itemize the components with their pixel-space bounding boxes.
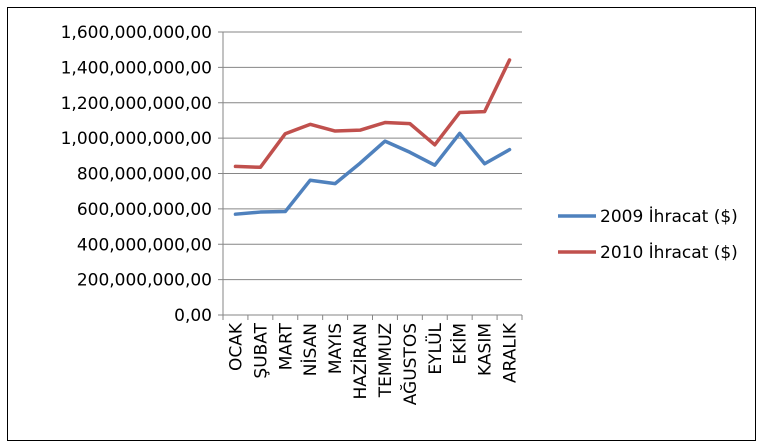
y-tick-label: 400,000,000,00	[77, 235, 212, 255]
series-line-2	[233, 58, 512, 170]
y-tick-label: 1,200,000,000,00	[61, 94, 212, 114]
axes	[218, 31, 523, 320]
x-tick-label: AĞUSTOS	[399, 323, 421, 405]
legend-label-2: 2010 İhracat ($)	[600, 242, 738, 263]
x-tick-label: KASIM	[476, 323, 496, 376]
y-tick-label: 1,000,000,000,00	[61, 129, 212, 149]
series-lines	[233, 58, 512, 216]
legend-label-1: 2009 İhracat ($)	[600, 206, 738, 227]
x-tick-label: TEMMUZ	[376, 323, 396, 398]
y-tick-label: 800,000,000,00	[77, 165, 212, 185]
x-tick-label: EKİM	[450, 323, 471, 365]
y-tick-label: 1,600,000,000,00	[61, 23, 212, 43]
y-tick-label: 0,00	[174, 306, 212, 326]
y-tick-label: 1,400,000,000,00	[61, 58, 212, 78]
x-tick-label: NİSAN	[300, 323, 321, 376]
x-tick-label: ŞUBAT	[251, 322, 271, 378]
x-tick-labels: OCAK ŞUBAT MART NİSAN MAYIS HAZİRAN TEMMUZ AĞUS…	[226, 322, 520, 405]
gridlines	[223, 31, 522, 281]
x-tick-label: EYLÜL	[424, 322, 446, 374]
y-tick-labels: 0,00 200,000,000,00 400,000,000,00 600,000,…	[61, 23, 212, 326]
y-tick-label: 600,000,000,00	[77, 200, 212, 220]
x-tick-label: OCAK	[226, 322, 246, 371]
legend: 2009 İhracat ($) 2010 İhracat ($)	[558, 206, 738, 263]
y-tick-label: 200,000,000,00	[77, 271, 212, 291]
series-line-1	[233, 131, 512, 216]
x-tick-label: MART	[276, 322, 296, 370]
x-tick-label: ARALIK	[501, 322, 521, 383]
x-tick-label: HAZİRAN	[350, 323, 371, 400]
x-tick-label: MAYIS	[326, 323, 346, 374]
chart-area	[7, 7, 756, 441]
